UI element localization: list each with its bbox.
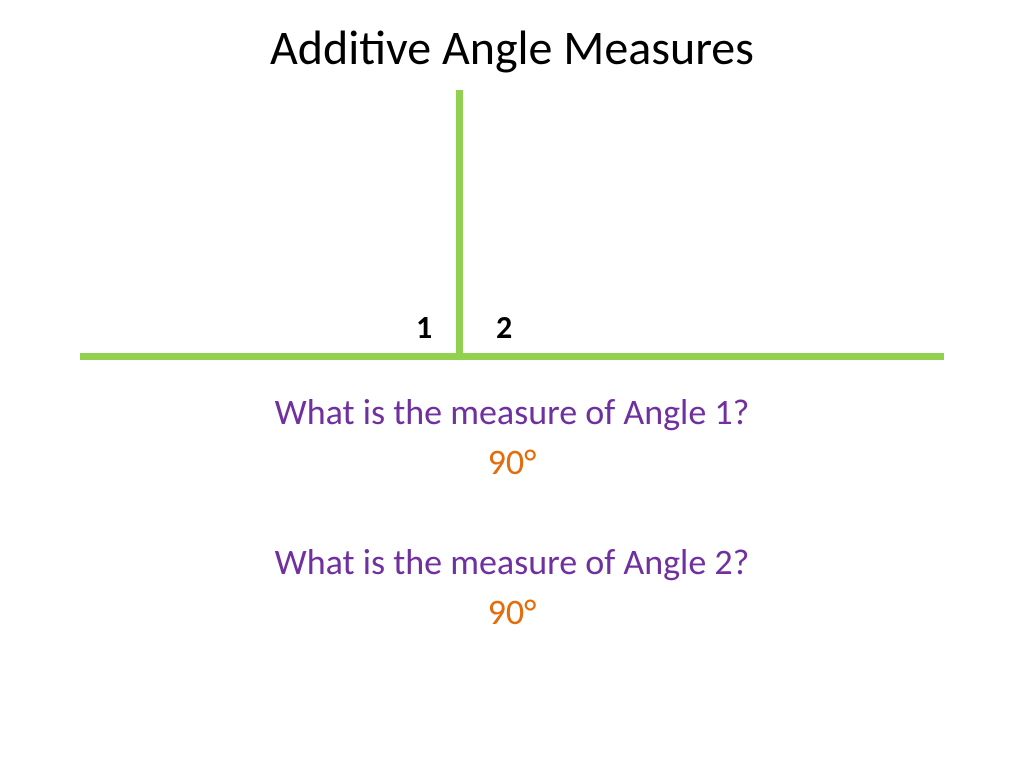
answer-2: 90° xyxy=(0,590,1024,634)
question-1: What is the measure of Angle 1? xyxy=(0,390,1024,434)
answer-1: 90° xyxy=(0,440,1024,484)
angle-2-label: 2 xyxy=(496,308,512,347)
angle-1-label: 1 xyxy=(416,308,432,347)
question-2: What is the measure of Angle 2? xyxy=(0,540,1024,584)
page-title: Additive Angle Measures xyxy=(0,18,1024,77)
vertical-ray xyxy=(456,90,463,353)
horizontal-ray xyxy=(80,353,944,360)
angle-diagram: 1 2 xyxy=(80,90,944,360)
